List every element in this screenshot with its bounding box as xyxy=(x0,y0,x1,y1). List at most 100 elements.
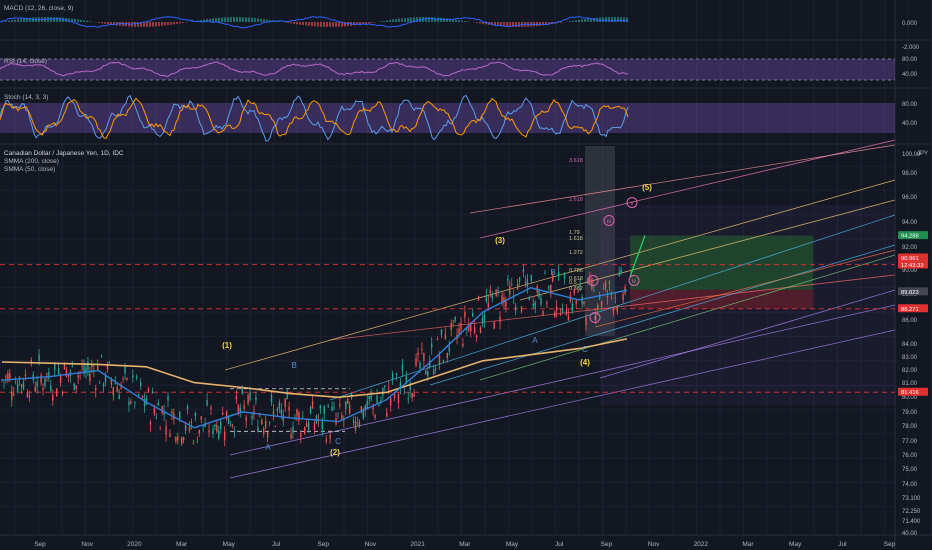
correction-label: C xyxy=(335,437,341,446)
price-tick: 76.00 xyxy=(902,453,918,459)
sub-wave-label: i xyxy=(592,279,593,285)
price-tick: 96.00 xyxy=(902,195,918,201)
wave-label: (5) xyxy=(642,183,652,192)
correction-label: C xyxy=(582,345,588,354)
sub-wave-label: iii xyxy=(607,219,611,225)
price-tick: 40.00 xyxy=(902,531,918,537)
time-tick: May xyxy=(223,541,236,548)
fib-label: 1.272 xyxy=(569,250,583,256)
fib-label: 0.382 xyxy=(569,286,583,292)
fib-label: 0.786 xyxy=(569,268,583,274)
fib-label: 0.618 xyxy=(569,276,583,282)
time-axis[interactable]: Sep Nov 2020 Mar May Jul Sep Nov 2021 Mar May Jul Se… xyxy=(34,541,932,548)
time-tick: Sep xyxy=(317,541,329,548)
stoch-tick: 40.00 xyxy=(902,121,918,127)
wave-labels: (1)(2)(3)(4)(5)ABCABCiiiiiiivv3.6182.618… xyxy=(222,158,652,457)
price-tick: 74.00 xyxy=(902,482,918,488)
wave-label: (2) xyxy=(330,448,340,457)
price-tag-label: 81.416 xyxy=(901,390,919,396)
time-tick: May xyxy=(789,541,802,548)
time-tick: Jul xyxy=(555,541,564,548)
price-tags: 94.28891.90190.96112:43:3389.82388.27181… xyxy=(898,231,928,396)
price-tick: 71.400 xyxy=(902,519,921,525)
time-tick: May xyxy=(506,541,519,548)
sub-wave-label: iv xyxy=(632,279,636,285)
price-tick: 84.00 xyxy=(902,342,918,348)
price-tick: 86.00 xyxy=(902,318,918,324)
grid xyxy=(0,0,932,535)
fib-label: 1.79 xyxy=(569,230,580,236)
stoch-tick: 80.00 xyxy=(902,102,918,108)
time-tick: Sep xyxy=(884,541,896,548)
macd-tick: -2.000 xyxy=(902,45,920,51)
price-tick: 83.00 xyxy=(902,355,918,361)
price-tick: 92.00 xyxy=(902,245,918,251)
macd-tick: 0.000 xyxy=(902,21,918,27)
legend-smma-200: SMMA (200, close) xyxy=(4,158,59,165)
time-tick: 2020 xyxy=(127,541,142,548)
rsi-label: RSI (14, close) xyxy=(4,58,47,65)
wave-label: (4) xyxy=(580,358,590,367)
fib-label: 0.5 xyxy=(569,280,577,286)
time-tick: Sep xyxy=(601,541,613,548)
macd-label: MACD (12, 26, close, 9) xyxy=(4,5,73,12)
price-tick: 73.100 xyxy=(902,496,921,502)
stoch-pane xyxy=(0,94,895,142)
price-tick: 81.00 xyxy=(902,381,918,387)
time-tick: Mar xyxy=(742,541,754,548)
time-tick: Jul xyxy=(272,541,281,548)
price-tag-label: 88.271 xyxy=(901,307,919,313)
correction-label: B xyxy=(550,268,555,277)
wave-label: (3) xyxy=(495,236,505,245)
correction-label: B xyxy=(291,361,296,370)
fib-extension-zone xyxy=(585,146,615,336)
time-tick: 2021 xyxy=(410,541,425,548)
price-tick: 90.00 xyxy=(902,268,918,274)
fib-label: 2.618 xyxy=(569,197,583,203)
price-tick: 77.00 xyxy=(902,439,918,445)
position-stop-box xyxy=(630,289,813,309)
sub-wave-label: v xyxy=(631,201,634,207)
symbol-title: Canadian Dollar / Japanese Yen, 1D, IDC xyxy=(4,150,124,157)
price-tag-label: 94.288 xyxy=(901,234,919,240)
price-tick: 78.00 xyxy=(902,424,918,430)
wave-label: (1) xyxy=(222,341,232,350)
time-tick: Jul xyxy=(838,541,847,548)
price-tag-label: 90.961 xyxy=(901,256,919,262)
channel-fill xyxy=(600,205,895,405)
price-tick: 80.00 xyxy=(902,395,918,401)
rsi-pane xyxy=(0,58,895,81)
time-tick: Nov xyxy=(648,541,660,548)
drawings-layer[interactable] xyxy=(0,139,896,479)
rsi-tick: 40.00 xyxy=(902,72,918,78)
price-tag-label: 89.823 xyxy=(901,290,919,296)
rsi-tick: 80.00 xyxy=(902,57,918,63)
price-tick: 72.250 xyxy=(902,509,921,515)
price-candles xyxy=(1,264,626,447)
price-tick: 94.00 xyxy=(902,220,918,226)
time-tick: Mar xyxy=(176,541,188,548)
price-tick: 75.00 xyxy=(902,467,918,473)
fib-label: 1.618 xyxy=(569,236,583,242)
price-top-tick: 100.00 xyxy=(902,152,921,158)
correction-label: A xyxy=(265,443,271,452)
smma-50-line xyxy=(1,287,628,429)
currency-label: JPY xyxy=(917,151,928,157)
time-tick: Nov xyxy=(365,541,377,548)
price-tag-label: 12:43:33 xyxy=(901,263,924,269)
price-tick: 79.00 xyxy=(902,410,918,416)
legend-smma-50: SMMA (50, close) xyxy=(4,166,55,173)
price-tick: 82.00 xyxy=(902,368,918,374)
time-tick: 2022 xyxy=(694,541,709,548)
smma-200-line xyxy=(1,338,628,399)
price-tick: 98.00 xyxy=(902,171,918,177)
time-tick: Nov xyxy=(81,541,93,548)
sub-wave-label: ii xyxy=(594,316,597,322)
correction-label: A xyxy=(532,336,538,345)
stoch-label: Stoch (14, 3, 3) xyxy=(4,94,48,101)
fib-label: 3.618 xyxy=(569,158,583,164)
time-tick: Sep xyxy=(34,541,46,548)
macd-pane xyxy=(0,16,629,29)
